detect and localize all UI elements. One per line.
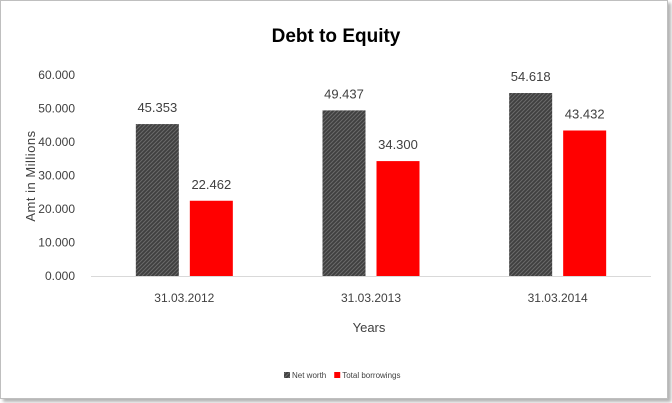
y-axis-title: Amt in Millions xyxy=(23,130,38,221)
data-labels: 45.353 49.437 54.618 22.462 34.300 43.432 xyxy=(137,69,604,192)
y-tick-label: 20.000 xyxy=(38,202,75,216)
data-label: 22.462 xyxy=(191,177,231,192)
y-tick-label: 10.000 xyxy=(38,236,75,250)
data-label: 45.353 xyxy=(137,100,177,115)
legend-label: Total borrowings xyxy=(342,371,400,380)
data-label: 54.618 xyxy=(511,69,551,84)
debt-to-equity-chart: Debt to Equity Amt in Millions Years 0.0… xyxy=(23,26,651,380)
bar-total-borrowings xyxy=(563,130,607,276)
x-axis-title: Years xyxy=(353,320,386,335)
bar-net-worth xyxy=(509,93,553,277)
y-tick-label: 40.000 xyxy=(38,135,75,149)
legend-swatch xyxy=(284,372,290,378)
x-tick-label: 31.03.2013 xyxy=(341,291,401,305)
data-label: 43.432 xyxy=(565,107,605,122)
chart-title: Debt to Equity xyxy=(272,26,401,47)
x-axis-ticks: 31.03.2012 31.03.2013 31.03.2014 xyxy=(154,291,588,305)
y-tick-label: 60.000 xyxy=(38,68,75,82)
bar-total-borrowings xyxy=(376,161,420,276)
data-label: 49.437 xyxy=(324,86,364,101)
bar-net-worth xyxy=(135,124,179,277)
x-tick-label: 31.03.2012 xyxy=(154,291,214,305)
bar-total-borrowings xyxy=(189,200,233,276)
y-tick-label: 0.000 xyxy=(45,269,75,283)
data-label: 34.300 xyxy=(378,137,418,152)
legend-swatch xyxy=(334,372,341,378)
y-axis-ticks: 0.000 10.000 20.000 30.000 40.000 50.000 60.00… xyxy=(38,68,75,283)
legend: Net worth Total borrowings xyxy=(284,371,400,380)
legend-label: Net worth xyxy=(292,371,326,380)
bars xyxy=(135,93,607,277)
y-tick-label: 50.000 xyxy=(38,102,75,116)
y-tick-label: 30.000 xyxy=(38,169,75,183)
x-tick-label: 31.03.2014 xyxy=(528,291,588,305)
bar-net-worth xyxy=(322,110,366,276)
